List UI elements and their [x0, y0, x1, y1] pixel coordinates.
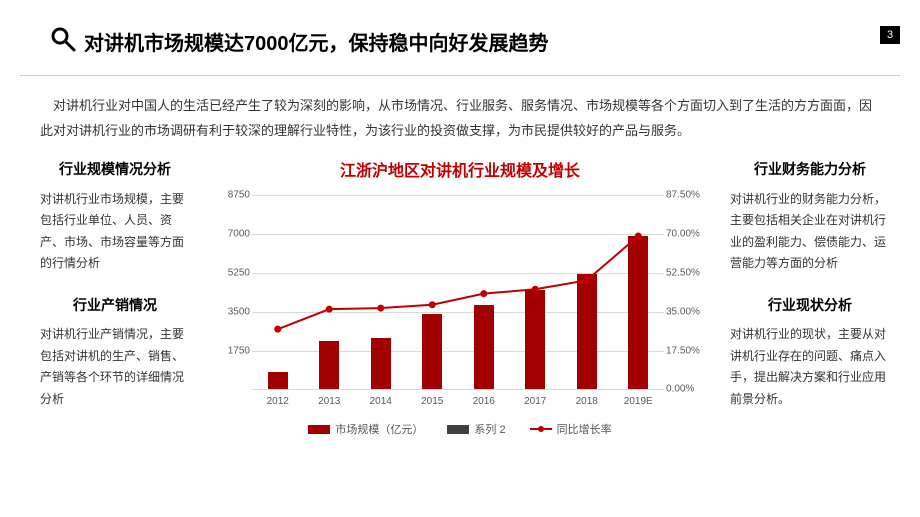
side-heading: 行业规模情况分析: [40, 157, 190, 182]
chart-container: 江浙沪地区对讲机行业规模及增长 0.00%175017.50%350035.00…: [206, 157, 714, 437]
legend-item: 系列 2: [447, 421, 505, 437]
content-row: 行业规模情况分析 对讲机行业市场规模，主要包括行业单位、人员、资产、市场、市场容…: [0, 157, 920, 437]
legend-label: 同比增长率: [557, 421, 612, 437]
legend-item: 同比增长率: [530, 421, 612, 437]
side-heading: 行业产销情况: [40, 293, 190, 318]
side-text: 对讲机行业的现状，主要从对讲机行业存在的问题、痛点入手，提出解决方案和行业应用前…: [730, 324, 890, 410]
side-text: 对讲机行业市场规模，主要包括行业单位、人员、资产、市场、市场容量等方面的行情分析: [40, 189, 190, 275]
legend-label: 市场规模（亿元）: [335, 421, 423, 437]
header: 对讲机市场规模达7000亿元，保持稳中向好发展趋势: [20, 0, 900, 76]
legend-item: 市场规模（亿元）: [308, 421, 423, 437]
right-column: 行业财务能力分析 对讲机行业的财务能力分析，主要包括相关企业在对讲机行业的盈利能…: [730, 157, 890, 437]
legend-swatch: [530, 428, 552, 430]
growth-line: [206, 187, 714, 417]
left-column: 行业规模情况分析 对讲机行业市场规模，主要包括行业单位、人员、资产、市场、市场容…: [40, 157, 190, 437]
legend-swatch: [308, 425, 330, 434]
side-heading: 行业财务能力分析: [730, 157, 890, 182]
chart-title: 江浙沪地区对讲机行业规模及增长: [206, 157, 714, 181]
combo-chart: 0.00%175017.50%350035.00%525052.50%70007…: [206, 187, 714, 417]
legend-label: 系列 2: [474, 421, 505, 437]
search-icon: [50, 26, 84, 57]
side-text: 对讲机行业产销情况，主要包括对讲机的生产、销售、产销等各个环节的详细情况分析: [40, 324, 190, 410]
legend-swatch: [447, 425, 469, 434]
chart-legend: 市场规模（亿元） 系列 2 同比增长率: [206, 421, 714, 437]
intro-paragraph: 对讲机行业对中国人的生活已经产生了较为深刻的影响，从市场情况、行业服务、服务情况…: [0, 76, 920, 157]
side-text: 对讲机行业的财务能力分析，主要包括相关企业在对讲机行业的盈利能力、偿债能力、运营…: [730, 189, 890, 275]
side-heading: 行业现状分析: [730, 293, 890, 318]
page-title: 对讲机市场规模达7000亿元，保持稳中向好发展趋势: [84, 27, 549, 56]
page-number: 3: [880, 26, 900, 44]
